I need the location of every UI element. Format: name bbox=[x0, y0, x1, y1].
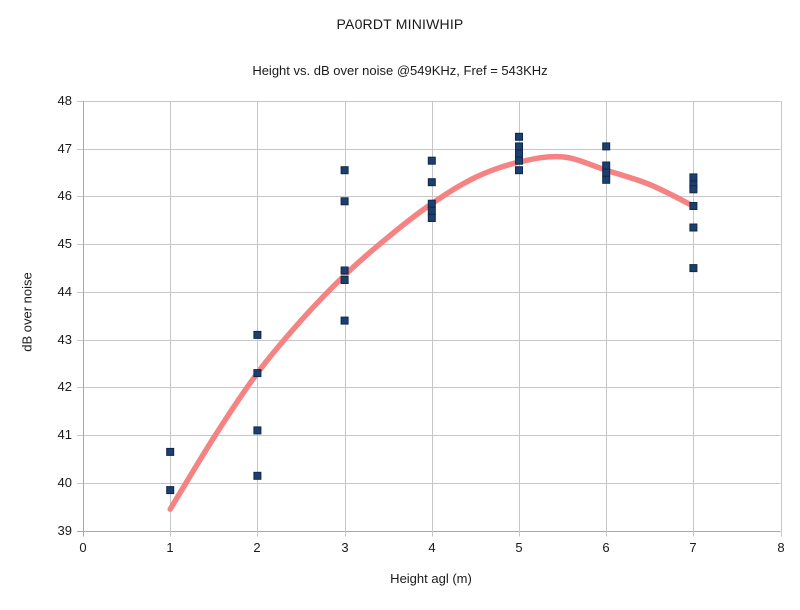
data-point bbox=[602, 142, 611, 151]
x-tick-label: 8 bbox=[777, 540, 785, 555]
data-point bbox=[427, 214, 436, 222]
x-tick-label: 3 bbox=[341, 540, 349, 555]
data-point bbox=[602, 161, 611, 170]
data-point bbox=[427, 206, 436, 215]
data-point bbox=[689, 223, 698, 232]
x-axis-title: Height agl (m) bbox=[390, 571, 472, 586]
data-point bbox=[166, 447, 175, 456]
y-tick-label: 45 bbox=[57, 236, 72, 251]
y-tick-label: 40 bbox=[57, 475, 72, 490]
data-point bbox=[602, 168, 611, 177]
x-tick-label: 0 bbox=[79, 540, 87, 555]
data-point bbox=[427, 178, 436, 187]
data-point bbox=[515, 142, 523, 151]
data-point bbox=[340, 276, 349, 284]
data-point bbox=[253, 369, 262, 378]
y-tick-label: 43 bbox=[57, 332, 72, 347]
y-tick-label: 48 bbox=[57, 93, 72, 108]
data-point bbox=[253, 471, 262, 480]
data-point bbox=[689, 185, 698, 194]
chart-title: PA0RDT MINIWHIP bbox=[336, 16, 464, 32]
data-point bbox=[515, 156, 523, 165]
data-point bbox=[253, 330, 262, 339]
data-point bbox=[689, 173, 698, 182]
data-point bbox=[340, 166, 349, 175]
data-point bbox=[515, 132, 523, 141]
data-point bbox=[340, 197, 349, 206]
x-tick-label: 6 bbox=[602, 540, 610, 555]
y-tick-label: 47 bbox=[57, 141, 72, 156]
data-point bbox=[515, 149, 523, 158]
x-tick-label: 7 bbox=[689, 540, 697, 555]
x-tick-label: 2 bbox=[253, 540, 261, 555]
data-point bbox=[689, 264, 698, 273]
y-tick-label: 44 bbox=[57, 284, 72, 299]
y-tick-label: 41 bbox=[57, 427, 72, 442]
x-tick-label: 5 bbox=[515, 540, 523, 555]
x-tick-label: 1 bbox=[166, 540, 174, 555]
data-point bbox=[340, 316, 349, 325]
data-point bbox=[427, 156, 436, 165]
y-tick-label: 46 bbox=[57, 188, 72, 203]
y-tick-label: 39 bbox=[57, 523, 72, 538]
chart-subtitle: Height vs. dB over noise @549KHz, Fref =… bbox=[252, 63, 548, 78]
y-tick-label: 42 bbox=[57, 379, 72, 394]
data-point bbox=[689, 202, 698, 210]
x-tick-label: 4 bbox=[428, 540, 436, 555]
data-point bbox=[602, 175, 611, 184]
data-point bbox=[427, 199, 436, 208]
data-point bbox=[340, 266, 349, 275]
data-point bbox=[515, 166, 523, 175]
data-point bbox=[253, 426, 262, 435]
data-point bbox=[166, 486, 175, 495]
